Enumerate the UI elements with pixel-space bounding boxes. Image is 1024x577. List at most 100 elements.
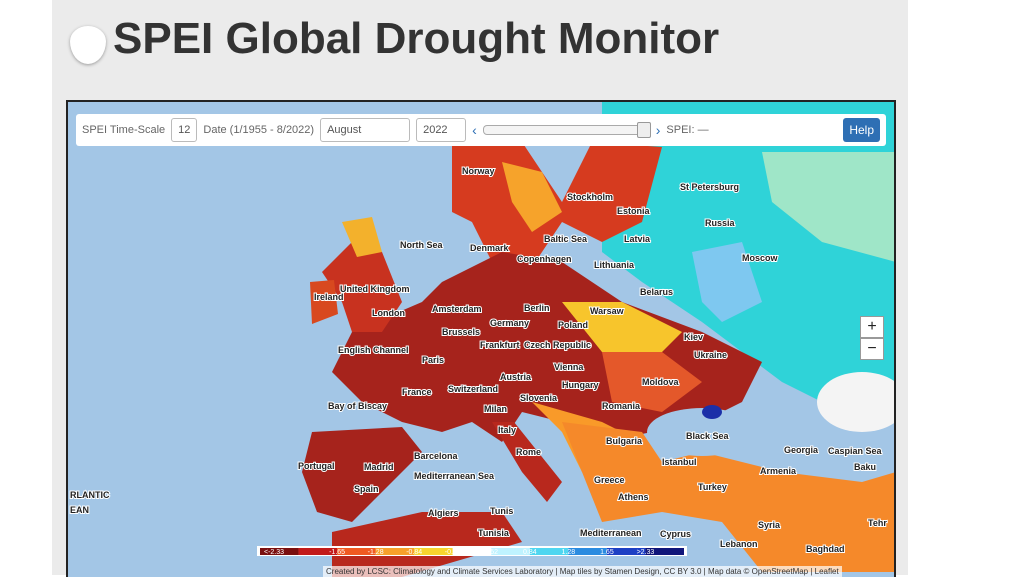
- map-label: Czech Republic: [524, 340, 591, 350]
- map-label: United Kingdom: [340, 284, 410, 294]
- map-label: Armenia: [760, 466, 797, 476]
- map-label: Belarus: [640, 287, 673, 297]
- zoom-out[interactable]: −: [860, 338, 884, 360]
- map-label: Stockholm: [567, 192, 613, 202]
- legend-swatch: [568, 548, 607, 555]
- help-button[interactable]: Help: [843, 118, 880, 142]
- map-label: Bay of Biscay: [328, 401, 387, 411]
- map-label: English Channel: [338, 345, 409, 355]
- legend-swatch: [337, 548, 376, 555]
- legend-swatch: [414, 548, 453, 555]
- legend-swatch: [529, 548, 569, 555]
- map-label: Baltic Sea: [544, 234, 588, 244]
- map-label: Italy: [498, 425, 516, 435]
- month-select[interactable]: August: [320, 118, 411, 142]
- logo-icon: [70, 26, 106, 64]
- land-ireland: [310, 280, 338, 324]
- legend-label: >2.33: [637, 549, 655, 556]
- map-label: France: [402, 387, 432, 397]
- map-label: Baku: [854, 462, 876, 472]
- map-label: Madrid: [364, 462, 394, 472]
- land-patch: [342, 217, 382, 257]
- map-label: Tunis: [490, 506, 513, 516]
- map-label: Amsterdam: [432, 304, 482, 314]
- land-patch: [562, 302, 682, 362]
- land-crimea: [702, 405, 722, 419]
- map-label: Tunisia: [478, 528, 510, 538]
- map-label: Paris: [422, 355, 444, 365]
- map-label: Denmark: [470, 243, 510, 253]
- map-label: RLANTIC: [70, 490, 110, 500]
- prev-button[interactable]: ‹: [472, 122, 477, 138]
- legend-label: 1.65: [600, 549, 614, 556]
- map-label: Kiev: [684, 332, 703, 342]
- map-label: Mediterranean Sea: [414, 471, 495, 481]
- date-label: Date (1/1955 - 8/2022): [203, 124, 315, 136]
- map-label: Rome: [516, 447, 541, 457]
- zoom-in[interactable]: +: [860, 316, 884, 338]
- black-sea: [647, 408, 757, 456]
- year-input[interactable]: 2022: [416, 118, 467, 142]
- map-label: North Sea: [400, 240, 444, 250]
- map-label: Russia: [705, 218, 736, 228]
- map-label: Caspian Sea: [828, 446, 883, 456]
- legend-label: <-2.33: [264, 549, 284, 556]
- land-patch: [762, 152, 894, 262]
- map-label: Estonia: [617, 206, 651, 216]
- map-label: Warsaw: [590, 306, 625, 316]
- date-slider[interactable]: [482, 122, 651, 138]
- map-label: Moscow: [742, 253, 779, 263]
- map-label: Cyprus: [660, 529, 691, 539]
- map-label: Turkey: [698, 482, 727, 492]
- map-canvas: Norway Stockholm Estonia St Petersburg Russi…: [69, 102, 894, 577]
- map-label: Greece: [594, 475, 625, 485]
- map-label: Slovenia: [520, 393, 558, 403]
- legend-label: -1.65: [329, 549, 345, 556]
- map-label: Barcelona: [414, 451, 459, 461]
- map-label: Georgia: [784, 445, 819, 455]
- map-label: Ireland: [314, 292, 344, 302]
- map-label: Spain: [354, 484, 379, 494]
- legend-label: 0.52: [484, 549, 498, 556]
- map-label: Syria: [758, 520, 781, 530]
- map-label: Istanbul: [662, 457, 697, 467]
- map-label: St Petersburg: [680, 182, 739, 192]
- attribution: Created by LCSC: Climatology and Climate…: [323, 566, 842, 577]
- land-iberia: [302, 427, 422, 522]
- page-title: SPEI Global Drought Monitor: [113, 14, 720, 63]
- map-label: Romania: [602, 401, 641, 411]
- map-label: Tehr: [868, 518, 887, 528]
- map-label: Lithuania: [594, 260, 635, 270]
- time-scale-label: SPEI Time-Scale: [82, 124, 166, 136]
- legend-swatch: [375, 548, 415, 555]
- cloud-patch: [817, 372, 894, 432]
- legend-swatch: [606, 548, 646, 555]
- map-label: Ukraine: [694, 350, 727, 360]
- time-scale-select[interactable]: 12: [171, 118, 198, 142]
- map-label: Moldova: [642, 377, 679, 387]
- map-label: Black Sea: [686, 431, 730, 441]
- land-italy: [492, 422, 562, 502]
- land-turkey: [562, 422, 894, 572]
- map-label: EAN: [70, 505, 89, 515]
- map-label: Latvia: [624, 234, 651, 244]
- legend-label: -0.52: [445, 549, 461, 556]
- land-uk: [322, 232, 402, 332]
- map-label: Austria: [500, 372, 532, 382]
- legend-label: -0.84: [406, 549, 422, 556]
- land-africa: [332, 512, 522, 577]
- next-button[interactable]: ›: [655, 122, 661, 138]
- map[interactable]: Norway Stockholm Estonia St Petersburg Russi…: [66, 100, 896, 577]
- map-label: Hungary: [562, 380, 599, 390]
- control-bar: SPEI Time-Scale 12 Date (1/1955 - 8/2022…: [76, 114, 886, 146]
- map-label: Athens: [618, 492, 649, 502]
- land-patch: [602, 352, 702, 412]
- map-label: Copenhagen: [517, 254, 572, 264]
- map-label: Poland: [558, 320, 588, 330]
- land-patch: [692, 242, 762, 322]
- map-label: Germany: [490, 318, 529, 328]
- map-label: Norway: [462, 166, 495, 176]
- legend-label: -1.28: [368, 549, 384, 556]
- map-label: Algiers: [428, 508, 459, 518]
